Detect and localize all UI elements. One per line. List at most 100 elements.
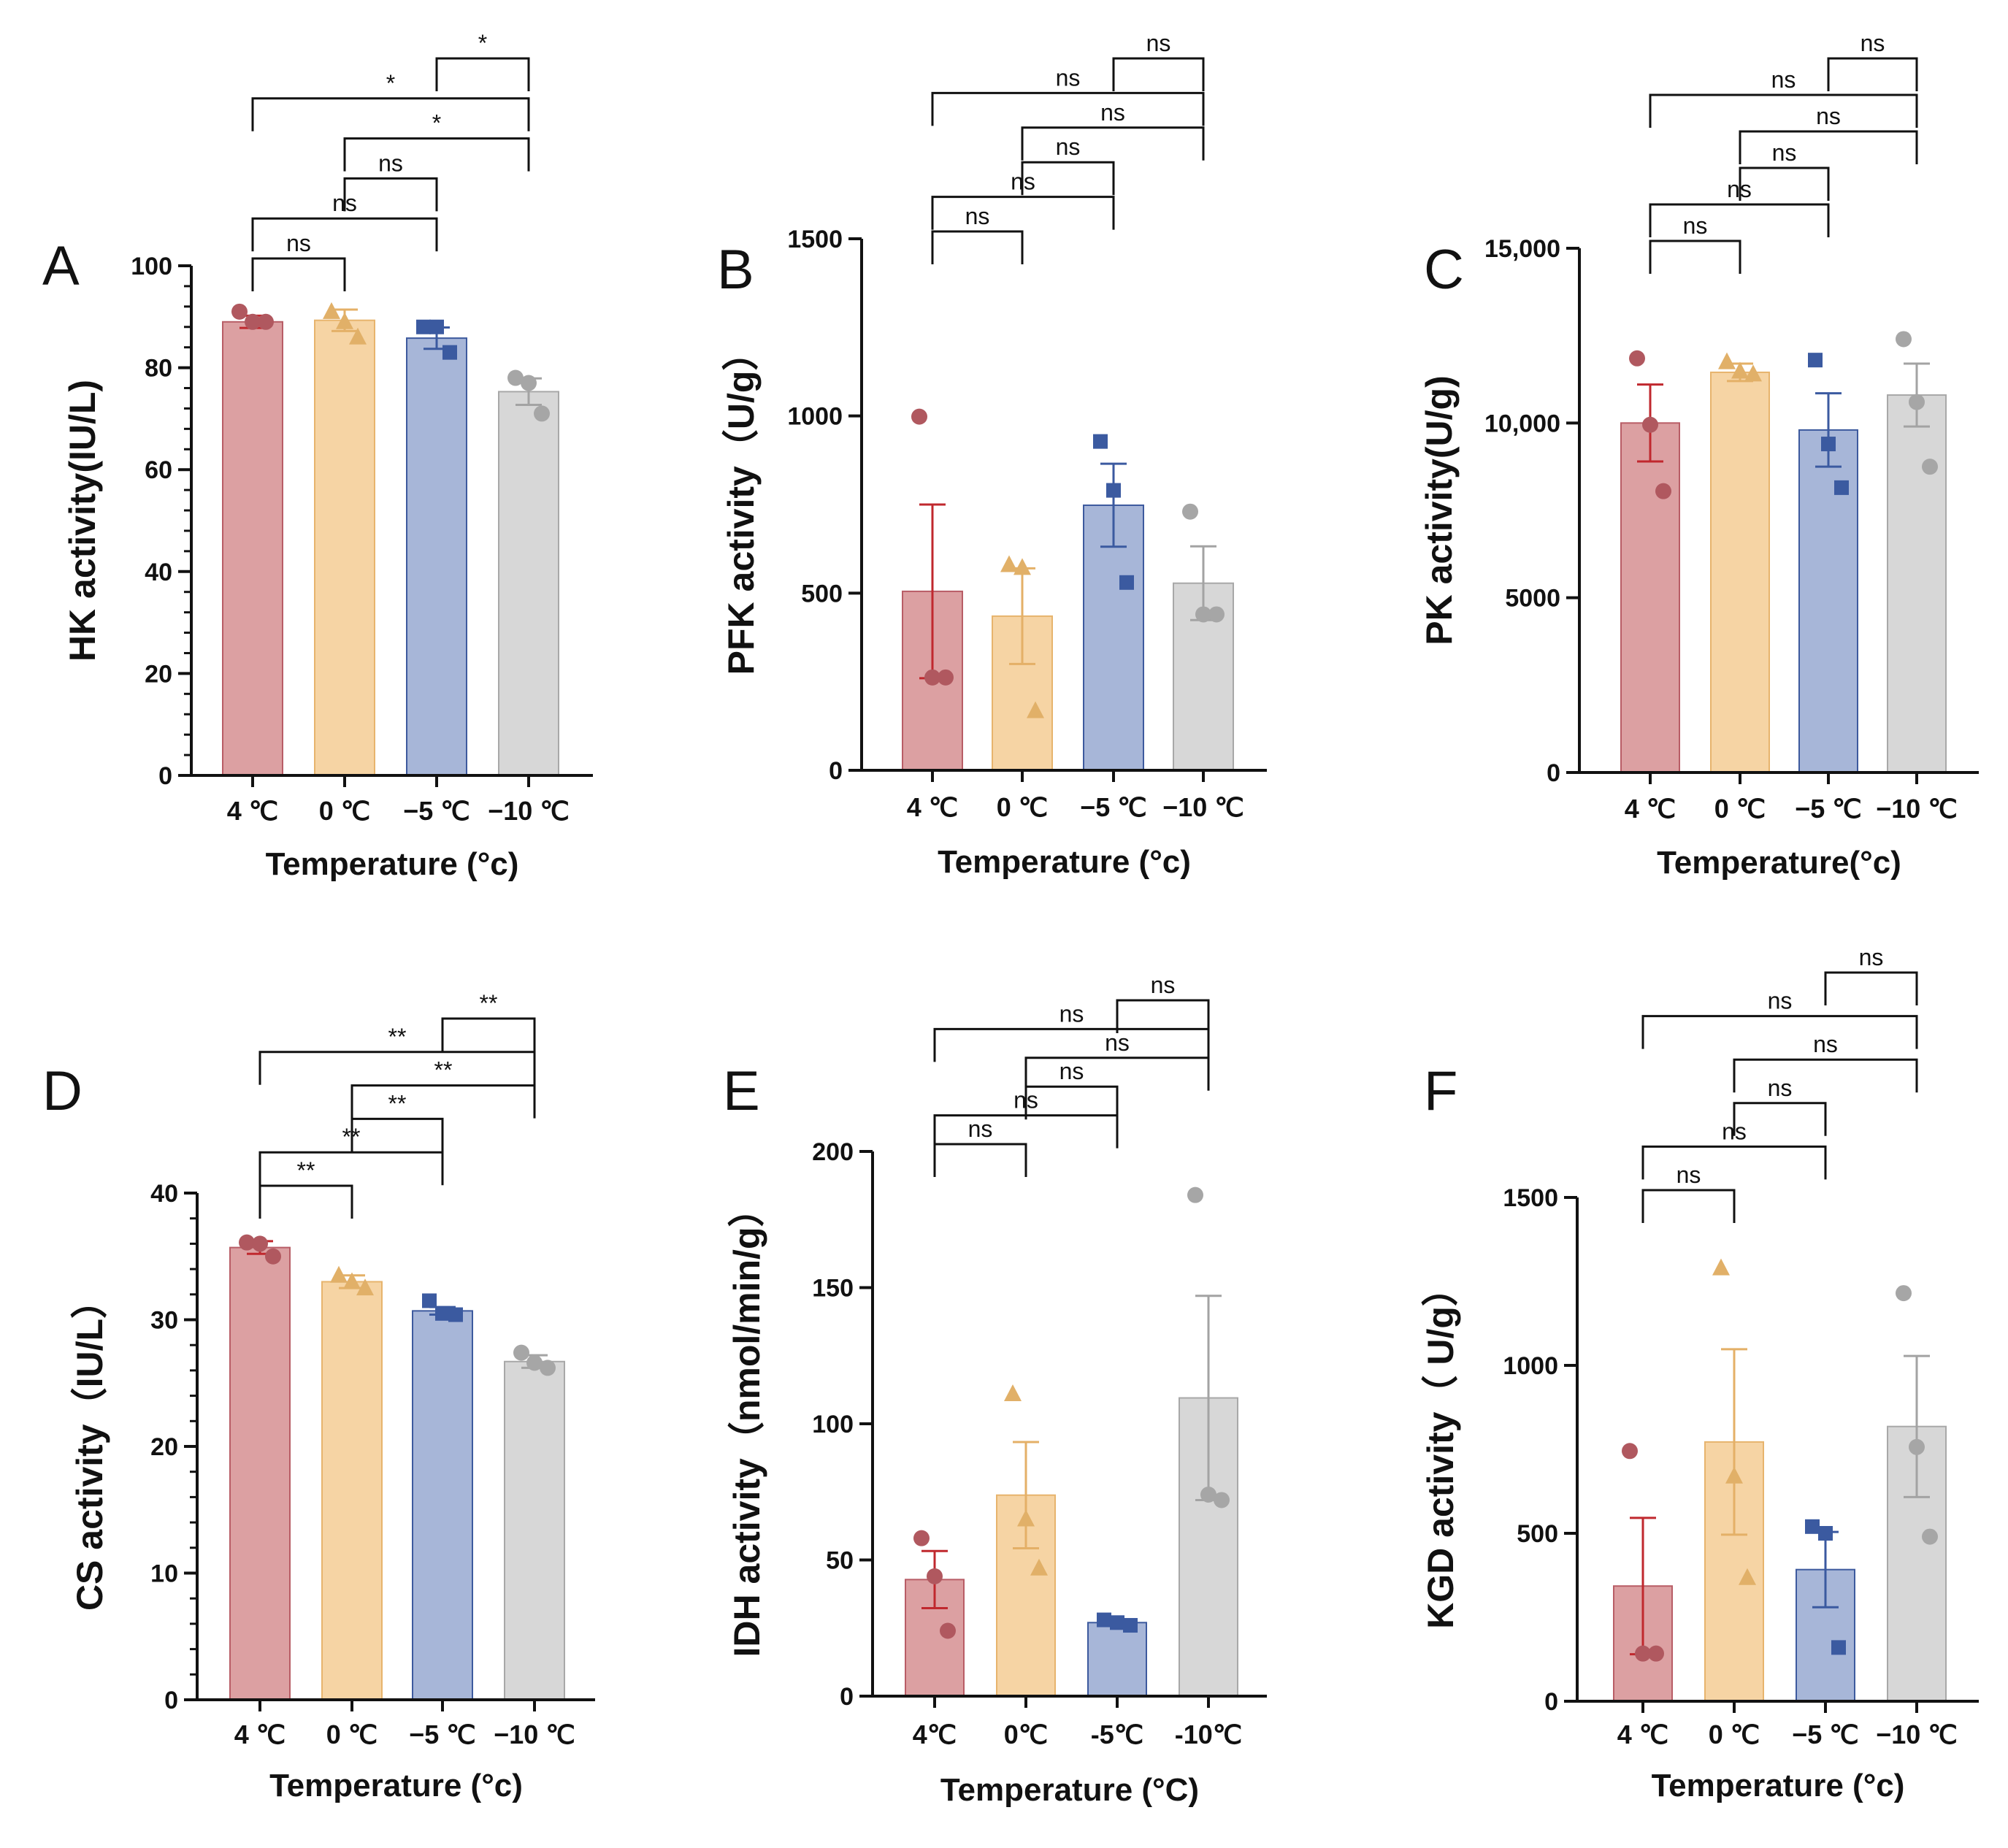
- data-point: [938, 669, 954, 686]
- data-point: [1731, 361, 1749, 379]
- panel-letter: D: [42, 1060, 83, 1122]
- y-tick-label: 500: [801, 580, 843, 607]
- y-tick-label: 0: [840, 1683, 854, 1711]
- significance-bracket: ns: [1733, 1031, 1918, 1093]
- significance-label: ns: [1768, 1075, 1793, 1101]
- panel-letter: C: [1424, 239, 1464, 301]
- data-point: [1195, 606, 1211, 623]
- data-point: [330, 1265, 348, 1283]
- significance-bracket: ns: [1824, 944, 1918, 1005]
- panel-b: B 0 500 1000 1500 4 ℃ 0 ℃ −5 ℃ −10 ℃ Temperature …: [717, 30, 1267, 880]
- y-tick-label: 200: [812, 1138, 854, 1166]
- data-point: [356, 1278, 374, 1296]
- y-axis-label: PK activity(U/g): [1419, 375, 1460, 645]
- bar: [1887, 394, 1947, 773]
- y-tick-label: 0: [158, 762, 172, 790]
- x-tick-label: −10 ℃: [1876, 794, 1958, 824]
- significance-label: ns: [1771, 66, 1796, 93]
- y-tick-label: 10,000: [1484, 410, 1560, 437]
- data-point: [1187, 1186, 1203, 1203]
- data-point: [1200, 1486, 1216, 1503]
- data-point: [1629, 350, 1645, 367]
- bar: [498, 391, 559, 776]
- data-point: [1718, 352, 1736, 369]
- error-bar: [1013, 1441, 1039, 1549]
- significance-bracket: ns: [251, 230, 346, 291]
- data-point: [1648, 1645, 1664, 1662]
- significance-label: ns: [1151, 972, 1176, 998]
- data-point: [1818, 1526, 1833, 1541]
- data-point: [1922, 459, 1938, 475]
- y-tick-label: 0: [164, 1687, 178, 1714]
- data-point: [1208, 606, 1225, 623]
- x-axis-label: Temperature(°c): [1657, 845, 1901, 881]
- x-tick-label: −10 ℃: [488, 796, 570, 826]
- y-tick-label: 100: [812, 1411, 854, 1438]
- significance-bracket: **: [350, 1057, 536, 1119]
- data-point: [231, 303, 248, 320]
- significance-label: *: [386, 70, 395, 96]
- data-point: [416, 319, 431, 334]
- y-tick-label: 5000: [1505, 585, 1560, 613]
- significance-bracket: ns: [1739, 139, 1830, 201]
- data-point: [429, 319, 444, 334]
- data-point: [448, 1307, 463, 1322]
- y-axis-label: PFK activity（U/g）: [721, 334, 762, 675]
- significance-label: ns: [968, 1116, 993, 1142]
- data-point: [1808, 353, 1823, 368]
- data-point: [1106, 483, 1121, 498]
- significance-bracket: ns: [1112, 30, 1205, 91]
- panel-a: A 0 20 40 60 80 100 4 ℃ 0 ℃ −5 ℃ −10 ℃ Temperature …: [42, 30, 593, 882]
- panel-letter: B: [717, 239, 754, 301]
- x-tick-label: 0 ℃: [319, 796, 370, 826]
- bar: [406, 337, 467, 776]
- data-point: [1712, 1258, 1730, 1276]
- significance-label: **: [434, 1057, 453, 1084]
- x-tick-label: 0 ℃: [326, 1719, 378, 1749]
- x-tick-label: 0℃: [1004, 1719, 1048, 1749]
- data-point: [1093, 434, 1108, 449]
- bar: [1087, 1622, 1147, 1698]
- significance-bracket: **: [258, 1157, 353, 1219]
- significance-bracket: ns: [1021, 134, 1115, 196]
- error-bar: [1100, 462, 1127, 548]
- y-tick-label: 40: [150, 1180, 178, 1208]
- data-point: [265, 1248, 281, 1265]
- data-point: [1182, 503, 1198, 520]
- data-point: [1214, 1492, 1230, 1508]
- significance-label: ns: [1683, 212, 1708, 239]
- significance-bracket: ns: [343, 150, 438, 212]
- x-tick-label: -5℃: [1091, 1719, 1143, 1749]
- significance-bracket: ns: [1733, 1075, 1827, 1136]
- significance-label: ns: [1056, 64, 1081, 91]
- significance-bracket: *: [435, 30, 530, 91]
- data-point: [442, 345, 457, 360]
- x-tick-label: 4 ℃: [234, 1719, 286, 1749]
- x-tick-label: −5 ℃: [403, 796, 470, 826]
- data-point: [1831, 1640, 1846, 1655]
- x-tick-label: −5 ℃: [1792, 1719, 1858, 1749]
- x-tick-label: −5 ℃: [1080, 792, 1146, 822]
- x-tick-label: 4 ℃: [907, 792, 958, 822]
- significance-label: ns: [1100, 99, 1125, 126]
- data-point: [1017, 1509, 1035, 1527]
- error-bar: [1721, 1348, 1747, 1536]
- x-axis-label: Temperature (°C): [940, 1772, 1199, 1808]
- significance-label: ns: [1816, 103, 1841, 129]
- bar: [321, 1281, 383, 1701]
- bar: [1083, 504, 1144, 771]
- significance-bracket: ns: [933, 1116, 1027, 1177]
- significance-label: ns: [1059, 1000, 1084, 1027]
- panel-e: E 0 50 100 150 200 4℃ 0℃ -5℃ -10℃ Temperature (°C)…: [723, 972, 1267, 1808]
- data-point: [239, 1234, 255, 1251]
- x-tick-label: −5 ℃: [409, 1719, 475, 1749]
- significance-bracket: **: [350, 1090, 444, 1152]
- significance-label: ns: [1059, 1058, 1084, 1084]
- data-point: [924, 669, 940, 686]
- significance-bracket: **: [258, 1024, 536, 1085]
- y-tick-label: 40: [145, 559, 172, 586]
- data-point: [1030, 1558, 1048, 1576]
- significance-bracket: ns: [933, 1000, 1210, 1062]
- panel-letter: E: [723, 1060, 760, 1122]
